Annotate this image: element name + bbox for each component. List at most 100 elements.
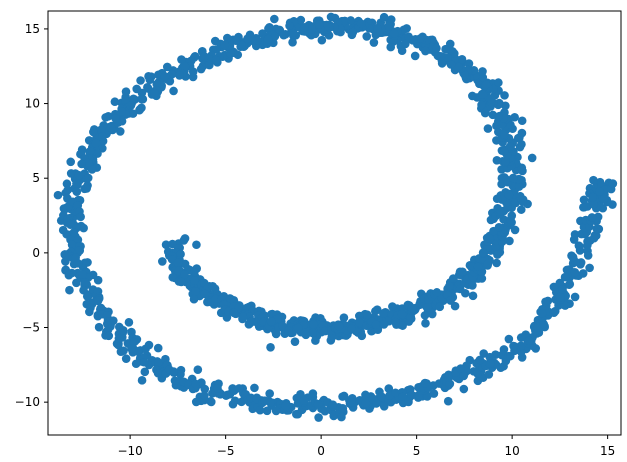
scatter-point — [499, 147, 509, 156]
scatter-point — [492, 258, 501, 268]
scatter-point — [562, 265, 572, 275]
scatter-point — [468, 291, 478, 301]
scatter-point — [158, 257, 167, 266]
plot-frame — [47, 10, 622, 436]
scatter-point — [153, 343, 163, 353]
scatter-point — [271, 329, 281, 339]
scatter-point — [106, 123, 116, 133]
scatter-point — [114, 334, 124, 343]
scatter-point — [372, 399, 381, 408]
scatter-point — [168, 273, 178, 282]
y-tick-label: 0 — [32, 246, 40, 260]
scatter-point — [377, 392, 387, 402]
scatter-point — [527, 153, 537, 163]
scatter-point — [75, 245, 85, 255]
x-tick-label: 10 — [504, 444, 519, 458]
scatter-point — [373, 24, 382, 34]
scatter-point — [504, 334, 514, 344]
scatter-point — [200, 289, 210, 299]
scatter-point — [555, 278, 565, 288]
scatter-point — [176, 370, 185, 379]
scatter-point — [494, 222, 504, 232]
scatter-point — [517, 163, 527, 173]
scatter-point — [175, 71, 184, 80]
scatter-point — [140, 367, 150, 377]
scatter-point — [270, 32, 280, 41]
scatter-point — [131, 359, 141, 369]
scatter-point — [588, 192, 597, 202]
scatter-point — [191, 397, 201, 407]
scatter-point — [85, 147, 95, 156]
scatter-point — [133, 347, 143, 356]
x-tick-label: −5 — [217, 444, 235, 458]
scatter-point — [87, 165, 97, 174]
scatter-point — [558, 285, 567, 294]
scatter-point — [429, 389, 439, 398]
scatter-point — [347, 324, 356, 334]
scatter-point — [537, 309, 547, 318]
scatter-point — [460, 70, 470, 80]
scatter-point — [401, 39, 410, 49]
scatter-point — [570, 268, 580, 277]
scatter-point — [76, 212, 85, 222]
scatter-point — [481, 79, 491, 89]
scatter-point — [137, 376, 147, 385]
scatter-point — [362, 310, 372, 319]
scatter-point — [320, 326, 330, 336]
scatter-point — [420, 378, 430, 388]
scatter-point — [80, 278, 90, 287]
scatter-point — [293, 323, 303, 333]
scatter-point — [514, 182, 524, 191]
scatter-point — [278, 321, 287, 331]
scatter-point — [72, 179, 81, 188]
scatter-point — [600, 194, 609, 204]
scatter-point — [361, 398, 371, 408]
scatter-point — [188, 72, 198, 82]
scatter-point — [169, 367, 178, 376]
scatter-point — [583, 241, 592, 250]
scatter-point — [311, 336, 320, 345]
scatter-point — [354, 317, 364, 327]
scatter-point — [246, 317, 256, 327]
scatter-point — [565, 279, 575, 289]
scatter-point — [110, 97, 120, 107]
scatter-point — [369, 38, 379, 47]
scatter-point — [64, 270, 74, 280]
scatter-point — [153, 368, 163, 378]
scatter-point — [111, 113, 120, 123]
scatter-point — [455, 284, 465, 294]
scatter-point — [517, 116, 527, 126]
scatter-point — [456, 364, 465, 373]
scatter-point — [93, 275, 103, 285]
scatter-point — [432, 44, 441, 53]
scatter-point — [191, 287, 200, 296]
scatter-point — [189, 294, 199, 304]
scatter-point — [570, 230, 580, 239]
scatter-point — [391, 317, 400, 327]
scatter-point — [475, 355, 485, 365]
scatter-point — [208, 281, 217, 291]
scatter-point — [129, 337, 139, 347]
scatter-point — [139, 357, 149, 367]
scatter-point — [421, 319, 430, 328]
scatter-point — [308, 328, 317, 338]
scatter-point — [458, 267, 467, 277]
y-tick-label: −5 — [22, 321, 40, 335]
scatter-point — [190, 276, 200, 285]
scatter-point — [379, 309, 388, 318]
scatter-point — [141, 344, 150, 354]
x-tick-label: 5 — [413, 444, 421, 458]
scatter-point — [200, 384, 210, 394]
scatter-point — [71, 253, 80, 263]
scatter-point — [177, 55, 186, 64]
scatter-point — [154, 358, 163, 368]
scatter-point — [515, 142, 525, 152]
scatter-point — [262, 406, 272, 416]
scatter-point — [58, 225, 68, 235]
scatter-point — [575, 242, 584, 251]
scatter-point — [98, 132, 107, 141]
x-tick-label: −10 — [117, 444, 142, 458]
scatter-point — [290, 337, 300, 346]
scatter-point — [93, 296, 103, 306]
